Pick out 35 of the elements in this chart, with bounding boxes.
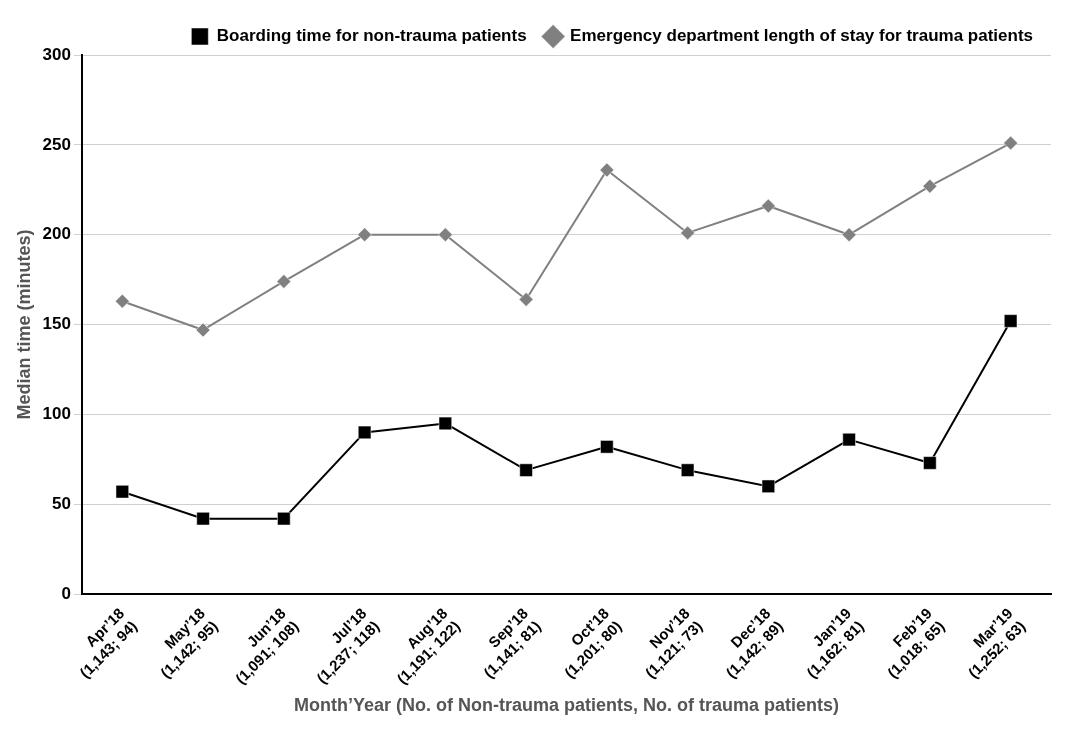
- point: [196, 512, 210, 526]
- point: [761, 198, 776, 214]
- point: [357, 227, 372, 242]
- point: [599, 162, 615, 178]
- point: [681, 463, 695, 477]
- legend-label: Emergency department length of stay for trauma patients: [570, 26, 1034, 46]
- legend-label: Boarding time for non-trauma patients: [216, 26, 527, 46]
- point: [195, 322, 211, 338]
- point: [922, 178, 938, 194]
- point: [115, 293, 130, 309]
- point: [761, 479, 775, 493]
- y-tick-label: 150: [42, 314, 71, 334]
- point: [438, 416, 452, 431]
- point: [276, 274, 292, 289]
- point: [842, 432, 856, 447]
- point: [518, 292, 534, 307]
- y-axis-title: Median time (minutes): [13, 229, 34, 420]
- point: [1003, 135, 1018, 151]
- point: [438, 227, 453, 242]
- point: [277, 512, 291, 526]
- y-tick-label: 200: [42, 224, 71, 244]
- x-axis-title: Month’Year (No. of Non-trauma patients, No. of trauma patients): [293, 695, 839, 716]
- y-tick-label: 0: [61, 583, 71, 603]
- point: [519, 463, 533, 477]
- point: [600, 440, 614, 454]
- y-tick-label: 50: [52, 493, 71, 513]
- point: [115, 485, 129, 499]
- point: [923, 456, 937, 470]
- y-tick-label: 250: [42, 134, 71, 154]
- point: [357, 425, 372, 440]
- y-tick-label: 300: [42, 44, 71, 64]
- point: [1004, 314, 1018, 328]
- y-tick-label: 100: [42, 404, 71, 424]
- point: [841, 227, 857, 242]
- point: [680, 225, 695, 241]
